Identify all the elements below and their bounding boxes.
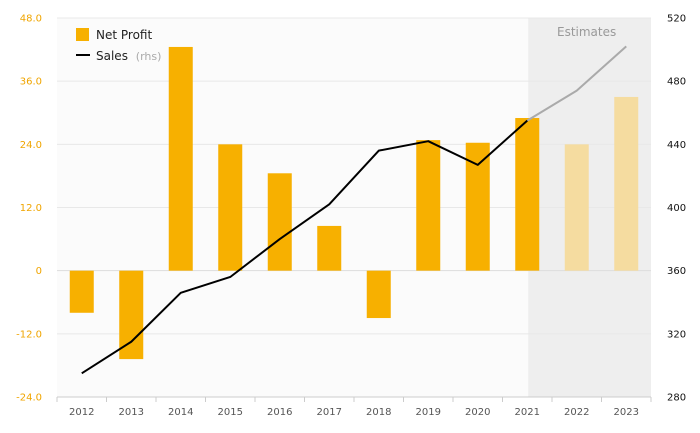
left-axis-tick-label: -24.0 <box>16 393 42 404</box>
left-axis-tick-label: 48.0 <box>20 14 42 25</box>
right-axis-tick-label: 400 <box>667 203 686 214</box>
legend-sales-label: Sales (rhs) <box>96 49 161 63</box>
x-axis-tick-label: 2020 <box>465 407 490 418</box>
net-profit-bar <box>168 46 193 271</box>
right-y-axis: 280 320 360 400 440 480 520 <box>667 14 686 404</box>
legend-sales-suffix: (rhs) <box>136 50 162 63</box>
net-profit-bar <box>69 270 94 313</box>
right-axis-tick-label: 360 <box>667 266 686 277</box>
right-axis-tick-label: 520 <box>667 14 686 25</box>
legend-net-profit-label: Net Profit <box>96 28 152 42</box>
x-axis-tick-label: 2016 <box>267 407 292 418</box>
net-profit-bar <box>267 173 292 271</box>
right-axis-tick-label: 280 <box>667 393 686 404</box>
x-axis-tick-label: 2022 <box>564 407 589 418</box>
legend-net-profit-swatch <box>76 28 89 41</box>
x-axis-tick-label: 2017 <box>317 407 342 418</box>
gridlines <box>57 17 651 335</box>
legend: Net Profit Sales (rhs) <box>76 28 161 63</box>
net-profit-bar <box>366 270 391 319</box>
left-axis-tick-label: 24.0 <box>20 140 42 151</box>
x-axis-tick-label: 2013 <box>119 407 144 418</box>
right-axis-tick-label: 480 <box>667 77 686 88</box>
net-profit-bar <box>564 144 589 271</box>
x-axis: 2012 2013 2014 2015 2016 2017 2018 2019 2020 2021… <box>56 396 652 418</box>
sales-line-actual <box>81 119 528 375</box>
left-y-axis: -24.0 -12.0 0 12.0 24.0 36.0 48.0 <box>16 14 42 404</box>
sales-line-estimate <box>526 45 627 122</box>
x-axis-tick-label: 2021 <box>515 407 540 418</box>
net-profit-bar <box>515 118 540 271</box>
right-axis-tick-label: 320 <box>667 329 686 340</box>
sales-line <box>81 45 627 375</box>
x-axis-tick-label: 2012 <box>69 407 94 418</box>
right-axis-tick-label: 440 <box>667 140 686 151</box>
net-profit-bar <box>119 270 144 360</box>
left-axis-tick-label: 0 <box>36 266 42 277</box>
x-axis-tick-label: 2018 <box>366 407 391 418</box>
estimates-label: Estimates <box>557 25 616 39</box>
x-axis-tick-label: 2023 <box>614 407 639 418</box>
left-axis-tick-label: -12.0 <box>16 329 42 340</box>
left-axis-tick-label: 12.0 <box>20 203 42 214</box>
x-axis-tick-label: 2019 <box>416 407 441 418</box>
x-axis-tick-label: 2015 <box>218 407 243 418</box>
net-profit-bar <box>416 140 441 271</box>
net-profit-bar <box>614 96 639 271</box>
left-axis-tick-label: 36.0 <box>20 77 42 88</box>
net-profit-bar <box>218 144 243 271</box>
net-profit-bar <box>317 225 342 271</box>
net-profit-bars <box>69 46 639 360</box>
legend-sales-name: Sales <box>96 49 128 63</box>
x-axis-tick-label: 2014 <box>168 407 193 418</box>
